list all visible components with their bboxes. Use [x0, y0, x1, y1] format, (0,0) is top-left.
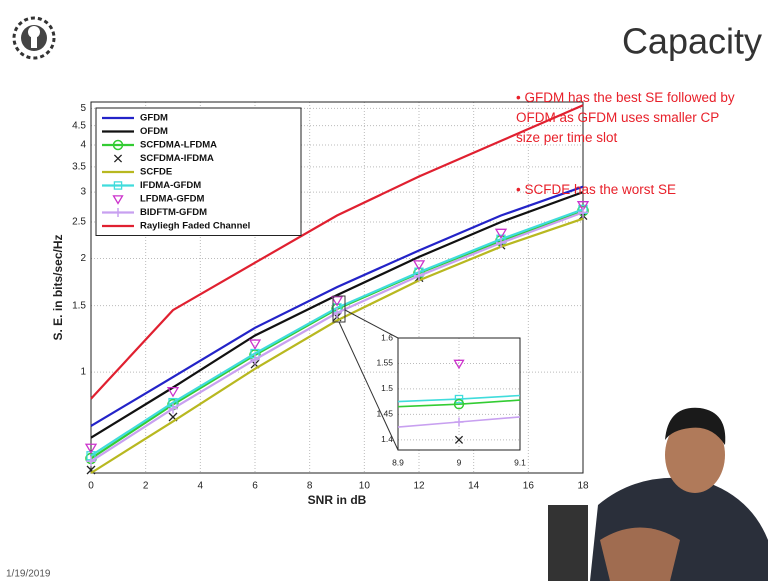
x-tick-label: 2: [143, 481, 149, 492]
legend-label: IFDMA-GFDM: [140, 180, 201, 191]
y-tick-label: 1: [80, 367, 86, 378]
x-tick-label: 16: [523, 481, 535, 492]
x-tick-label: 14: [468, 481, 480, 492]
y-tick-label: 4.5: [72, 120, 86, 131]
legend-label: Rayliegh Faded Channel: [140, 221, 250, 232]
y-tick-label: 3.5: [72, 161, 86, 172]
x-axis-label: SNR in dB: [308, 493, 367, 507]
x-tick-label: 6: [252, 481, 258, 492]
legend-label: LFDMA-GFDM: [140, 194, 204, 205]
x-tick-label: 9: [457, 457, 462, 467]
x-tick-label: 8: [307, 481, 313, 492]
legend-label: OFDM: [140, 126, 168, 137]
slide-title: Capacity: [622, 21, 762, 62]
legend-label: SCFDMA-IFDMA: [140, 153, 214, 164]
bullet-line: • SCFDE has the worst SE: [516, 180, 676, 200]
y-tick-label: 2.5: [72, 217, 86, 228]
plot-area: [398, 338, 520, 450]
bullet: • SCFDE has the worst SE: [516, 180, 676, 200]
x-tick-label: 8.9: [392, 457, 404, 467]
x-tick-label: 0: [88, 481, 94, 492]
slide-date: 1/19/2019: [6, 569, 51, 580]
y-axis-label: S. E. in bits/sec/Hz: [51, 234, 65, 340]
y-tick-label: 4: [80, 140, 86, 151]
y-tick-label: 1.45: [376, 409, 393, 419]
y-tick-label: 1.55: [376, 358, 393, 368]
legend-label: GFDM: [140, 113, 168, 124]
y-tick-label: 3: [80, 187, 86, 198]
x-tick-label: 12: [413, 481, 425, 492]
x-tick-label: 18: [577, 481, 589, 492]
bullet-line: size per time slot: [516, 128, 735, 148]
y-tick-label: 1.6: [381, 332, 393, 342]
bullet-line: • GFDM has the best SE followed by: [516, 88, 735, 108]
x-tick-label: 4: [198, 481, 204, 492]
legend-label: SCFDMA-LFDMA: [140, 140, 217, 151]
legend-label: SCFDE: [140, 167, 172, 178]
bullet-line: OFDM as GFDM uses smaller CP: [516, 108, 735, 128]
x-tick-label: 9.1: [514, 457, 526, 467]
logo: [14, 18, 54, 58]
y-tick-label: 1.5: [72, 300, 86, 311]
legend-label: BIDFTM-GFDM: [140, 207, 207, 218]
slide: Capacity 1/19/2019 1 1.5 2 2.5 3 3.5 4 4.5 5 0 2 4 6…: [0, 0, 768, 581]
y-tick-label: 1.5: [381, 383, 393, 393]
y-tick-label: 2: [80, 253, 86, 264]
x-tick-label: 10: [359, 481, 371, 492]
y-tick-label: 5: [80, 103, 86, 114]
bullet: • GFDM has the best SE followed by OFDM …: [516, 88, 735, 148]
